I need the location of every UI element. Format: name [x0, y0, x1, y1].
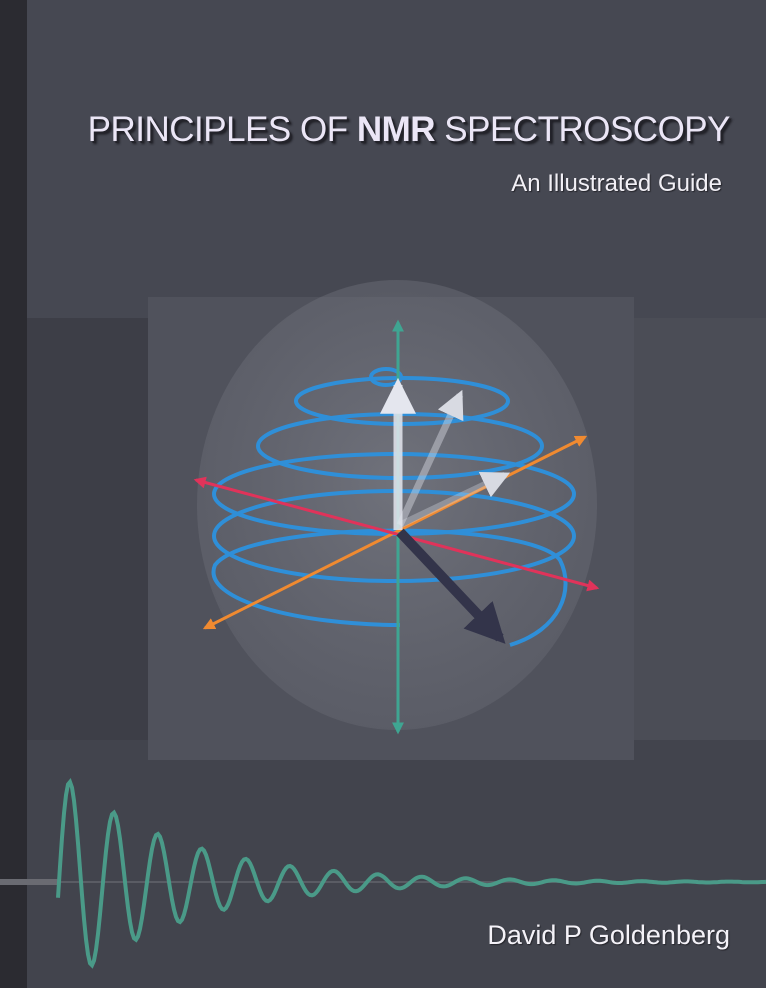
- left-panel: [27, 318, 148, 740]
- fid-signal-curve: [56, 778, 766, 969]
- right-panel: [634, 318, 766, 740]
- fid-baseline: [0, 879, 60, 885]
- book-title: PRINCIPLES OF NMR SPECTROSCOPY: [0, 110, 731, 150]
- book-author: David P Goldenberg: [487, 920, 730, 950]
- title-part1: PRINCIPLES OF: [87, 110, 357, 149]
- title-part2: SPECTROSCOPY: [435, 110, 730, 149]
- book-spine-edge: [0, 0, 27, 988]
- magnetization-arrow-faint: [396, 389, 464, 527]
- magnetization-arrow-final: [396, 528, 506, 644]
- title-nmr: NMR: [356, 110, 436, 149]
- x-axis: [193, 476, 600, 592]
- magnetization-arrow-faint: [398, 471, 511, 529]
- book-subtitle: An Illustrated Guide: [511, 170, 722, 197]
